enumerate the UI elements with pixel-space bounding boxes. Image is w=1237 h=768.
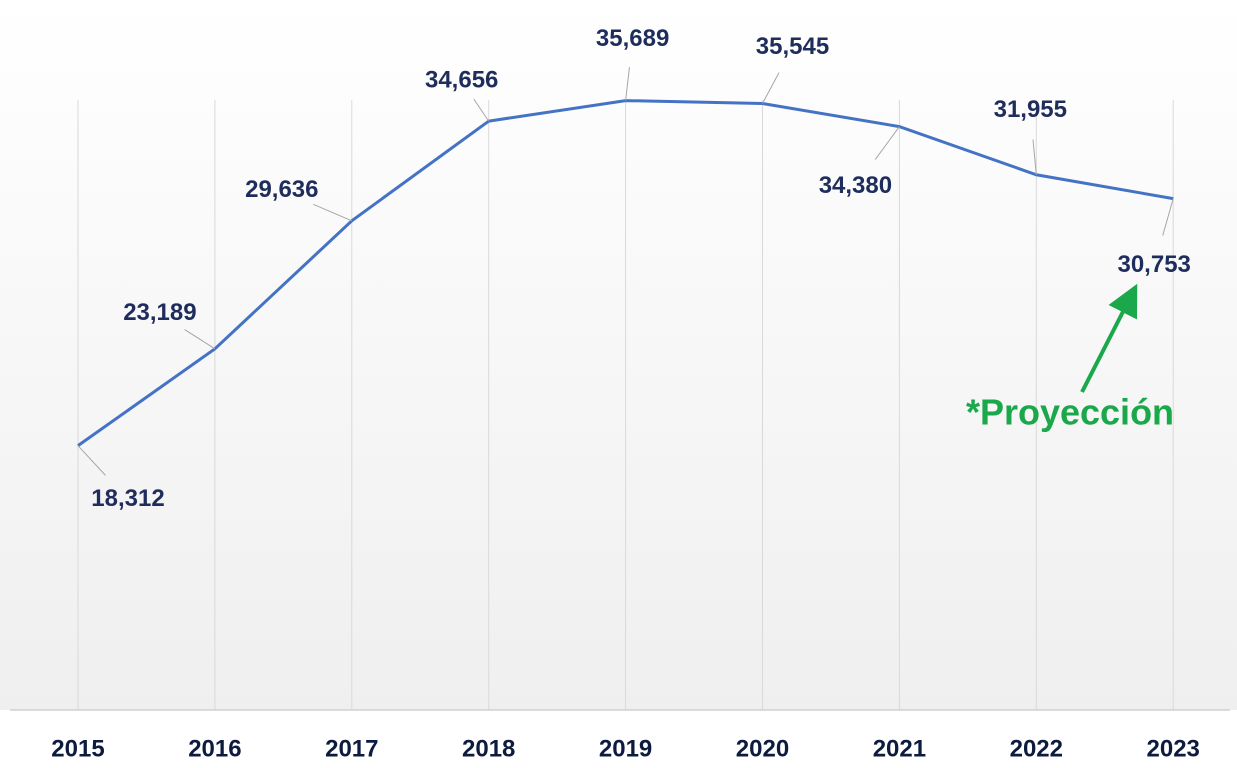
data-label: 35,689	[596, 25, 669, 52]
data-label: 31,955	[994, 96, 1067, 123]
x-tick-label: 2017	[325, 735, 378, 762]
x-tick-label: 2015	[51, 735, 104, 762]
x-tick-label: 2016	[188, 735, 241, 762]
x-tick-label: 2019	[599, 735, 652, 762]
leader-line	[1162, 198, 1174, 236]
data-label: 34,656	[425, 66, 498, 93]
leader-line	[762, 72, 780, 104]
x-tick-label: 2020	[736, 735, 789, 762]
data-label: 30,753	[1117, 251, 1190, 278]
x-tick-label: 2022	[1010, 735, 1063, 762]
leader-line	[473, 98, 490, 122]
leader-line	[313, 203, 352, 222]
x-tick-label: 2023	[1147, 735, 1200, 762]
data-label: 35,545	[756, 33, 829, 60]
data-label: 29,636	[245, 176, 318, 203]
annotation-arrow	[1080, 283, 1138, 393]
leader-line	[625, 66, 630, 101]
data-label: 34,380	[819, 172, 892, 199]
x-tick-label: 2021	[873, 735, 926, 762]
leader-line	[1032, 139, 1037, 175]
x-tick-label: 2018	[462, 735, 515, 762]
leader-line	[874, 126, 900, 160]
leader-line	[184, 329, 216, 350]
data-label: 23,189	[123, 299, 196, 326]
annotation: *Proyección	[966, 392, 1174, 433]
data-label: 18,312	[91, 485, 164, 512]
leader-line	[77, 445, 106, 476]
